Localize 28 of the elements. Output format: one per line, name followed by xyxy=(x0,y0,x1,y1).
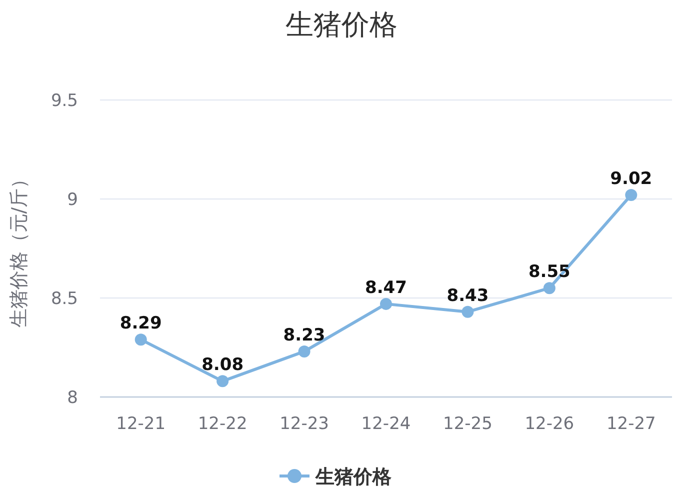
x-tick-label: 12-22 xyxy=(198,414,248,434)
data-label: 8.29 xyxy=(120,314,162,334)
point xyxy=(298,345,310,358)
point xyxy=(625,189,638,202)
legend-label: 生猪价格 xyxy=(314,466,392,488)
data-label: 8.47 xyxy=(365,278,407,298)
point xyxy=(134,334,147,346)
point xyxy=(462,306,474,318)
x-tick-label: 12-26 xyxy=(524,414,574,434)
x-tick-label: 12-27 xyxy=(606,414,656,434)
y-tick-label: 9 xyxy=(67,190,78,210)
chart-title: 生猪价格 xyxy=(286,8,398,41)
data-label: 9.02 xyxy=(610,169,652,190)
x-tick-label: 12-25 xyxy=(443,414,492,434)
data-label: 8.43 xyxy=(446,286,489,306)
y-tick-label: 9.5 xyxy=(50,91,78,111)
point xyxy=(216,375,229,388)
data-label: 8.23 xyxy=(283,325,326,346)
data-label: 8.08 xyxy=(202,355,244,376)
y-tick-label: 8.5 xyxy=(50,289,78,309)
data-label: 8.55 xyxy=(528,262,570,282)
x-tick-label: 12-23 xyxy=(280,414,329,434)
x-tick-label: 12-21 xyxy=(116,414,166,434)
x-tick-label: 12-24 xyxy=(361,414,411,434)
point xyxy=(380,298,392,310)
point xyxy=(543,282,556,294)
y-axis-title: 生猪价格（元/斤） xyxy=(8,169,30,328)
y-tick-label: 8 xyxy=(67,388,78,408)
